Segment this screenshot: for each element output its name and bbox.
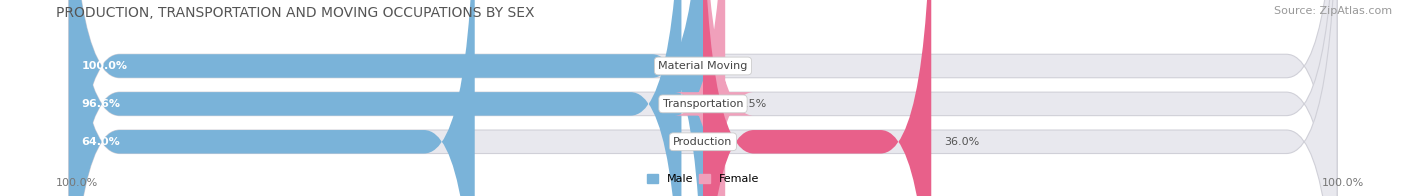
FancyBboxPatch shape (69, 0, 682, 196)
FancyBboxPatch shape (703, 0, 931, 196)
FancyBboxPatch shape (69, 0, 1337, 196)
Text: Production: Production (673, 137, 733, 147)
FancyBboxPatch shape (675, 0, 754, 196)
FancyBboxPatch shape (69, 0, 1337, 196)
Text: Material Moving: Material Moving (658, 61, 748, 71)
Text: 3.5%: 3.5% (738, 99, 766, 109)
Text: 96.6%: 96.6% (82, 99, 121, 109)
Text: 100.0%: 100.0% (56, 178, 98, 188)
Text: 64.0%: 64.0% (82, 137, 121, 147)
FancyBboxPatch shape (69, 0, 703, 196)
Text: 0.0%: 0.0% (716, 61, 744, 71)
Text: 100.0%: 100.0% (82, 61, 128, 71)
Text: 36.0%: 36.0% (943, 137, 979, 147)
Text: Transportation: Transportation (662, 99, 744, 109)
Text: PRODUCTION, TRANSPORTATION AND MOVING OCCUPATIONS BY SEX: PRODUCTION, TRANSPORTATION AND MOVING OC… (56, 6, 534, 20)
FancyBboxPatch shape (69, 0, 1337, 196)
Text: 100.0%: 100.0% (1322, 178, 1364, 188)
FancyBboxPatch shape (69, 0, 475, 196)
Legend: Male, Female: Male, Female (643, 169, 763, 189)
Text: Source: ZipAtlas.com: Source: ZipAtlas.com (1274, 6, 1392, 16)
